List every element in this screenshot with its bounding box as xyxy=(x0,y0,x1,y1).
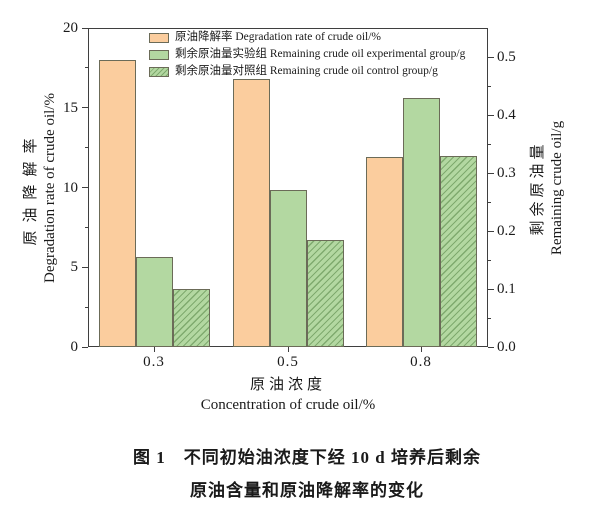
legend-item-degradation-rate: 原油降解率 Degradation rate of crude oil/% xyxy=(149,31,465,44)
x-axis-tick-label: 0.3 xyxy=(143,354,165,370)
right-axis-minor-tick xyxy=(488,201,491,203)
right-axis-minor-tick xyxy=(488,85,491,87)
right-axis-title: 剩余原油量 Remaining crude oil/g xyxy=(529,120,567,254)
right-axis-major-tick xyxy=(488,346,494,348)
x-axis-tick-label: 0.8 xyxy=(410,354,432,370)
bar-remaining-oil-control-0.5 xyxy=(306,239,344,347)
left-axis-minor-tick xyxy=(85,147,88,149)
legend-swatch-remaining-oil-control xyxy=(149,66,169,77)
right-axis-tick-label: 0.0 xyxy=(497,339,516,355)
bar-remaining-oil-experimental-0.8 xyxy=(402,97,440,347)
left-axis-major-tick xyxy=(82,346,88,348)
x-axis-tick xyxy=(287,347,289,352)
left-axis-minor-tick xyxy=(85,306,88,308)
legend-item-remaining-oil-experimental: 剩余原油量实验组 Remaining crude oil experimenta… xyxy=(149,48,465,61)
right-axis-major-tick xyxy=(488,172,494,174)
legend-swatch-degradation-rate xyxy=(149,32,169,43)
legend-label-remaining-oil-experimental: 剩余原油量实验组 Remaining crude oil experimenta… xyxy=(175,48,466,60)
right-axis-title-zh: 剩余原油量 xyxy=(530,139,546,236)
bar-remaining-oil-experimental-0.3 xyxy=(135,257,173,347)
right-axis-major-tick xyxy=(488,288,494,290)
left-axis-title-zh: 原油降解率 xyxy=(23,129,39,246)
legend-item-remaining-oil-control: 剩余原油量对照组 Remaining crude oil control gro… xyxy=(149,65,465,78)
right-axis-minor-tick xyxy=(488,143,491,145)
caption-line-2: 原油含量和原油降解率的变化 xyxy=(190,481,424,500)
left-axis-major-tick xyxy=(82,27,88,29)
left-axis-tick-label: 0 xyxy=(70,339,79,355)
x-axis-tick xyxy=(153,347,155,352)
right-axis-major-tick xyxy=(488,56,494,58)
right-axis-minor-tick xyxy=(488,259,491,261)
left-axis-minor-tick xyxy=(85,67,88,69)
left-axis-tick-label: 15 xyxy=(63,99,78,116)
right-axis-tick-label: 0.5 xyxy=(497,49,516,65)
caption-line-1: 图 1 不同初始油浓度下经 10 d 培养后剩余 xyxy=(133,448,481,467)
left-axis-tick-label: 10 xyxy=(63,179,78,196)
x-axis-tick xyxy=(420,347,422,352)
right-axis-major-tick xyxy=(488,230,494,232)
x-axis-title: 原油浓度 Concentration of crude oil/% xyxy=(88,375,488,415)
right-axis-minor-tick xyxy=(488,317,491,319)
bar-remaining-oil-control-0.8 xyxy=(439,155,477,347)
bar-degradation-rate-0.3 xyxy=(98,59,136,347)
right-axis-tick-label: 0.3 xyxy=(497,165,516,181)
x-axis-title-en: Concentration of crude oil/% xyxy=(200,397,376,413)
legend-label-remaining-oil-control: 剩余原油量对照组 Remaining crude oil control gro… xyxy=(175,65,438,77)
right-axis-title-en: Remaining crude oil/g xyxy=(549,120,565,255)
bar-degradation-rate-0.8 xyxy=(365,157,403,347)
left-axis-tick-label: 5 xyxy=(70,259,79,276)
right-axis-tick-label: 0.2 xyxy=(497,223,516,239)
left-axis-title: 原油降解率 Degradation rate of crude oil/% xyxy=(22,93,60,283)
right-axis-tick-label: 0.4 xyxy=(497,107,516,123)
left-axis-tick-label: 20 xyxy=(63,20,78,36)
right-axis-tick-label: 0.1 xyxy=(497,281,516,297)
left-axis-major-tick xyxy=(82,107,88,109)
left-axis-major-tick xyxy=(82,266,88,268)
x-axis-tick-label: 0.5 xyxy=(277,354,299,370)
x-axis-title-zh: 原油浓度 xyxy=(249,377,326,393)
right-axis-major-tick xyxy=(488,114,494,116)
legend-swatch-remaining-oil-experimental xyxy=(149,49,169,60)
bar-remaining-oil-control-0.3 xyxy=(172,289,210,347)
legend: 原油降解率 Degradation rate of crude oil/% 剩余原… xyxy=(149,31,465,78)
left-axis-minor-tick xyxy=(85,226,88,228)
legend-label-degradation-rate: 原油降解率 Degradation rate of crude oil/% xyxy=(175,31,381,43)
figure-caption: 图 1 不同初始油浓度下经 10 d 培养后剩余 原油含量和原油降解率的变化 xyxy=(0,441,614,505)
left-axis-title-en: Degradation rate of crude oil/% xyxy=(42,92,58,283)
bar-degradation-rate-0.5 xyxy=(232,79,270,347)
bar-remaining-oil-experimental-0.5 xyxy=(269,190,307,347)
left-axis-major-tick xyxy=(82,187,88,188)
